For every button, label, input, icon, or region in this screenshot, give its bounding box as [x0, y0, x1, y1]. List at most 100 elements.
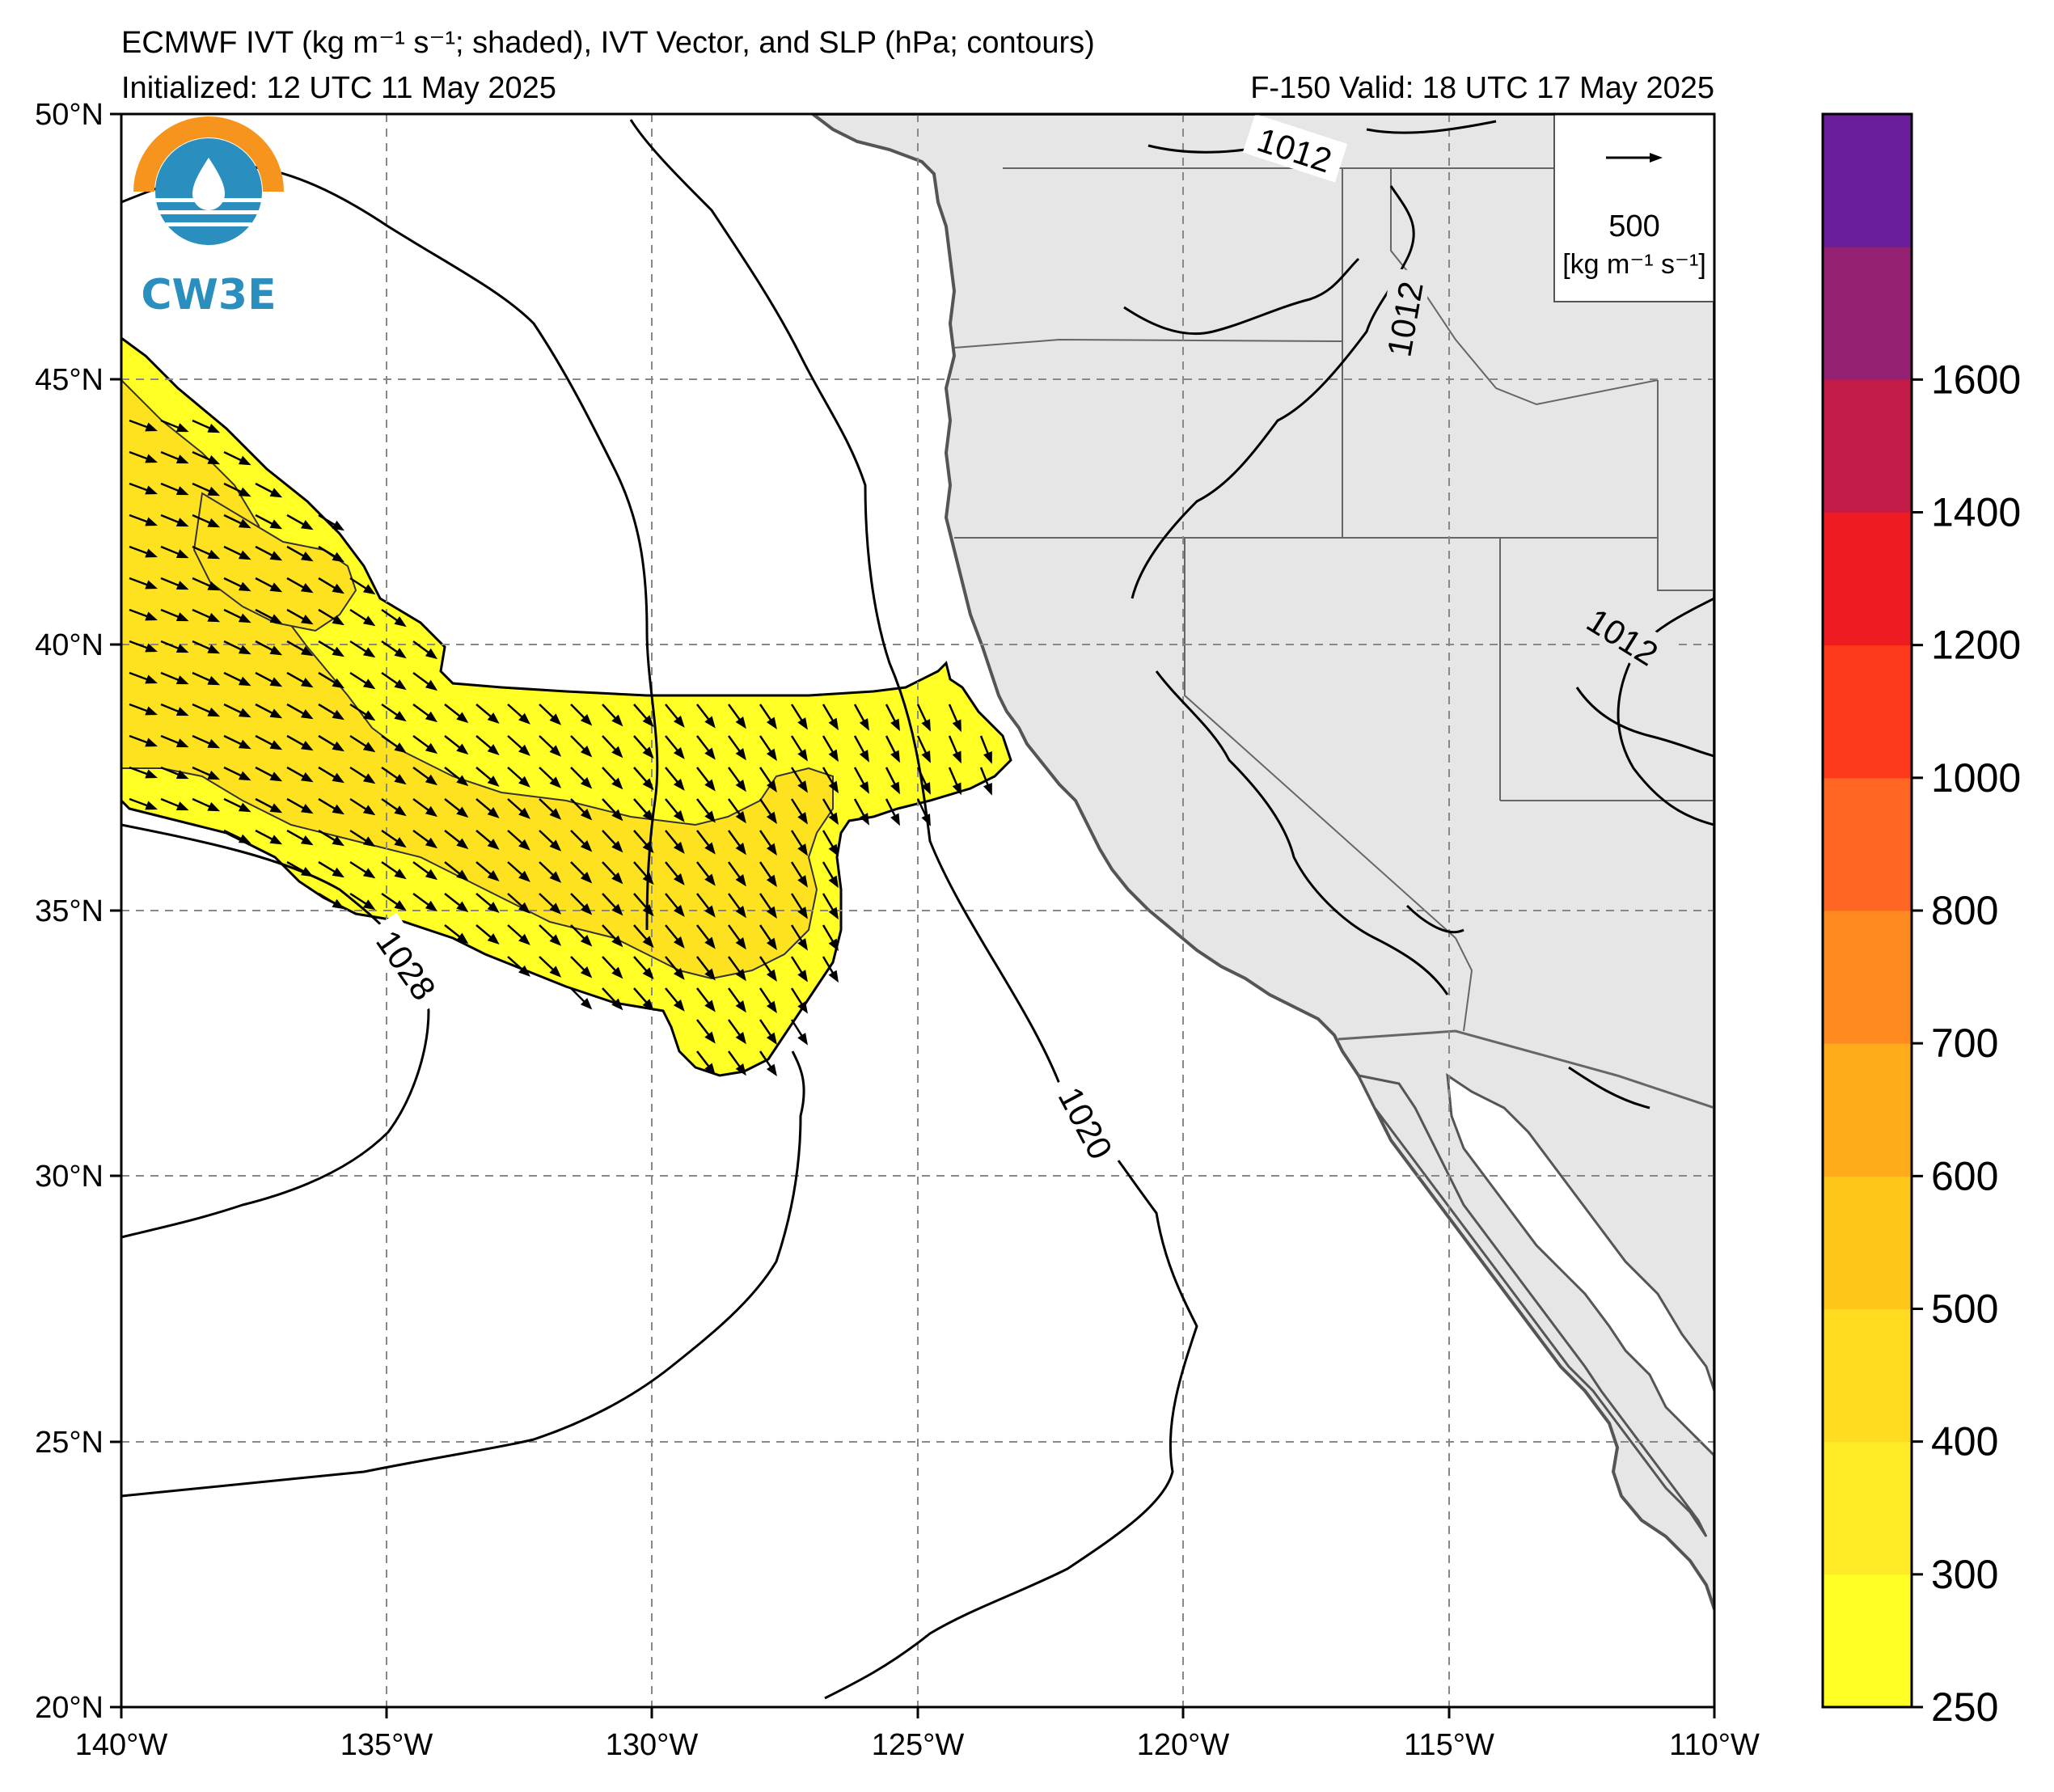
ivt-vector-head: [797, 1033, 808, 1046]
ivt-vector-head: [642, 746, 654, 759]
ivt-vector-head: [952, 782, 961, 796]
lat-label: 20°N: [35, 1691, 104, 1725]
ivt-vector-head: [704, 810, 716, 823]
ivt-vector-head: [332, 741, 344, 752]
ivt-vector-head: [332, 646, 344, 657]
ivt-vector-head: [175, 612, 189, 622]
ivt-vector-head: [175, 549, 189, 559]
ivt-vector-head: [828, 875, 839, 889]
ivt-vector-head: [207, 770, 221, 780]
colorbar-tick-label: 1200: [1931, 623, 2021, 668]
ivt-vector-head: [425, 900, 438, 912]
gulf-of-california: [1446, 1072, 1714, 1458]
ivt-vector-head: [269, 740, 283, 750]
lat-label: 45°N: [35, 363, 104, 397]
logo-text: CW3E: [141, 271, 276, 319]
ivt-vector-head: [921, 782, 931, 795]
lon-label: 125°W: [872, 1728, 965, 1762]
ivt-vector-head: [704, 1000, 716, 1012]
ivt-vector-head: [580, 777, 593, 789]
ivt-vector-head: [704, 968, 716, 981]
ivt-vector-head: [549, 776, 562, 788]
vector-key: 500 [kg m⁻¹ s⁻¹]: [1553, 114, 1714, 302]
ivt-vector-head: [890, 813, 900, 826]
ivt-vector-head: [518, 839, 530, 851]
ivt-vector-head: [145, 738, 158, 747]
ivt-vector-head: [549, 902, 562, 915]
ivt-vector-head: [797, 812, 808, 825]
ivt-vector-head: [238, 581, 251, 592]
ivt-vector-head: [766, 969, 777, 982]
ivt-vector-head: [611, 966, 623, 979]
lat-label: 40°N: [35, 628, 104, 662]
ivt-vector-head: [300, 741, 314, 751]
ivt-vector-head: [332, 835, 344, 847]
ivt-vector-head: [394, 774, 407, 785]
ivt-vector-head: [394, 679, 407, 691]
colorbar-tick-label: 600: [1931, 1153, 1998, 1198]
ivt-vector-head: [704, 1063, 716, 1076]
ivt-vector-head: [890, 718, 900, 732]
ivt-vector-head: [269, 677, 283, 687]
tick-marks: [110, 112, 1716, 1718]
ivt-vector-head: [580, 935, 593, 947]
ivt-vector-head: [238, 455, 251, 466]
ivt-vector-head: [207, 675, 221, 686]
ivt-vector-head: [735, 937, 746, 950]
ivt-vector-head: [207, 423, 221, 433]
ivt-vector-head: [580, 746, 593, 758]
ivt-vector-head: [145, 517, 158, 526]
ivt-vector-head: [642, 715, 654, 728]
ivt-vector-head: [332, 804, 344, 815]
ivt-vector-head: [611, 872, 623, 885]
ivt-vector-head: [704, 936, 716, 949]
ivt-vector-head: [487, 933, 500, 945]
ivt-vector-head: [238, 676, 251, 687]
colorbar-bin: [1823, 1574, 1912, 1708]
ivt-vector-head: [332, 898, 344, 910]
ivt-vector-head: [362, 805, 376, 816]
ivt-vector-head: [238, 834, 251, 844]
ivt-vector-head: [300, 646, 314, 657]
ivt-vector-head: [425, 869, 438, 881]
ivt-vector-head: [269, 582, 283, 593]
ivt-vector-head: [859, 781, 869, 794]
lon-label: 115°W: [1404, 1728, 1494, 1762]
ivt-vector-head: [859, 813, 869, 826]
ivt-vector-head: [425, 837, 438, 849]
ivt-vector-head: [735, 874, 746, 887]
lon-label: 140°W: [75, 1728, 168, 1762]
ivt-vector-head: [425, 742, 438, 754]
ivt-vector-head: [549, 871, 562, 883]
ivt-vector-head: [611, 903, 623, 916]
ivt-vector-head: [735, 1063, 746, 1076]
ivt-vector-head: [425, 711, 438, 723]
ivt-vector-head: [704, 747, 716, 760]
lon-tick-labels: 140°W 135°W 130°W 125°W 120°W 115°W 110°…: [75, 1728, 1760, 1762]
ivt-vector-head: [642, 873, 654, 885]
ivt-vector-head: [735, 843, 746, 856]
ivt-vector-head: [145, 611, 158, 621]
ivt-vector-head: [673, 809, 685, 822]
ivt-vector-head: [238, 518, 251, 529]
ivt-vector-head: [238, 550, 251, 560]
ivt-vector-head: [456, 869, 469, 881]
colorbar-bin: [1823, 1441, 1912, 1575]
colorbar-tick-label: 400: [1931, 1419, 1998, 1464]
ivt-vector-head: [394, 900, 407, 911]
ivt-vector-head: [175, 738, 189, 748]
ivt-vector-head: [362, 678, 376, 690]
ivt-vector-head: [175, 454, 189, 464]
ivt-vector-head: [518, 744, 530, 756]
ivt-vector-head: [673, 904, 685, 917]
colorbar-bin: [1823, 911, 1912, 1044]
ivt-vector-head: [673, 746, 685, 759]
ivt-vector-head: [300, 552, 314, 562]
lat-label: 35°N: [35, 894, 104, 928]
ivt-vector-head: [238, 708, 251, 718]
ivt-vector-head: [890, 750, 900, 763]
ivt-vector-head: [362, 742, 376, 753]
vector-key-units: [kg m⁻¹ s⁻¹]: [1562, 249, 1706, 280]
ivt-vector-head: [611, 746, 623, 759]
ivt-vector-head: [828, 812, 839, 826]
